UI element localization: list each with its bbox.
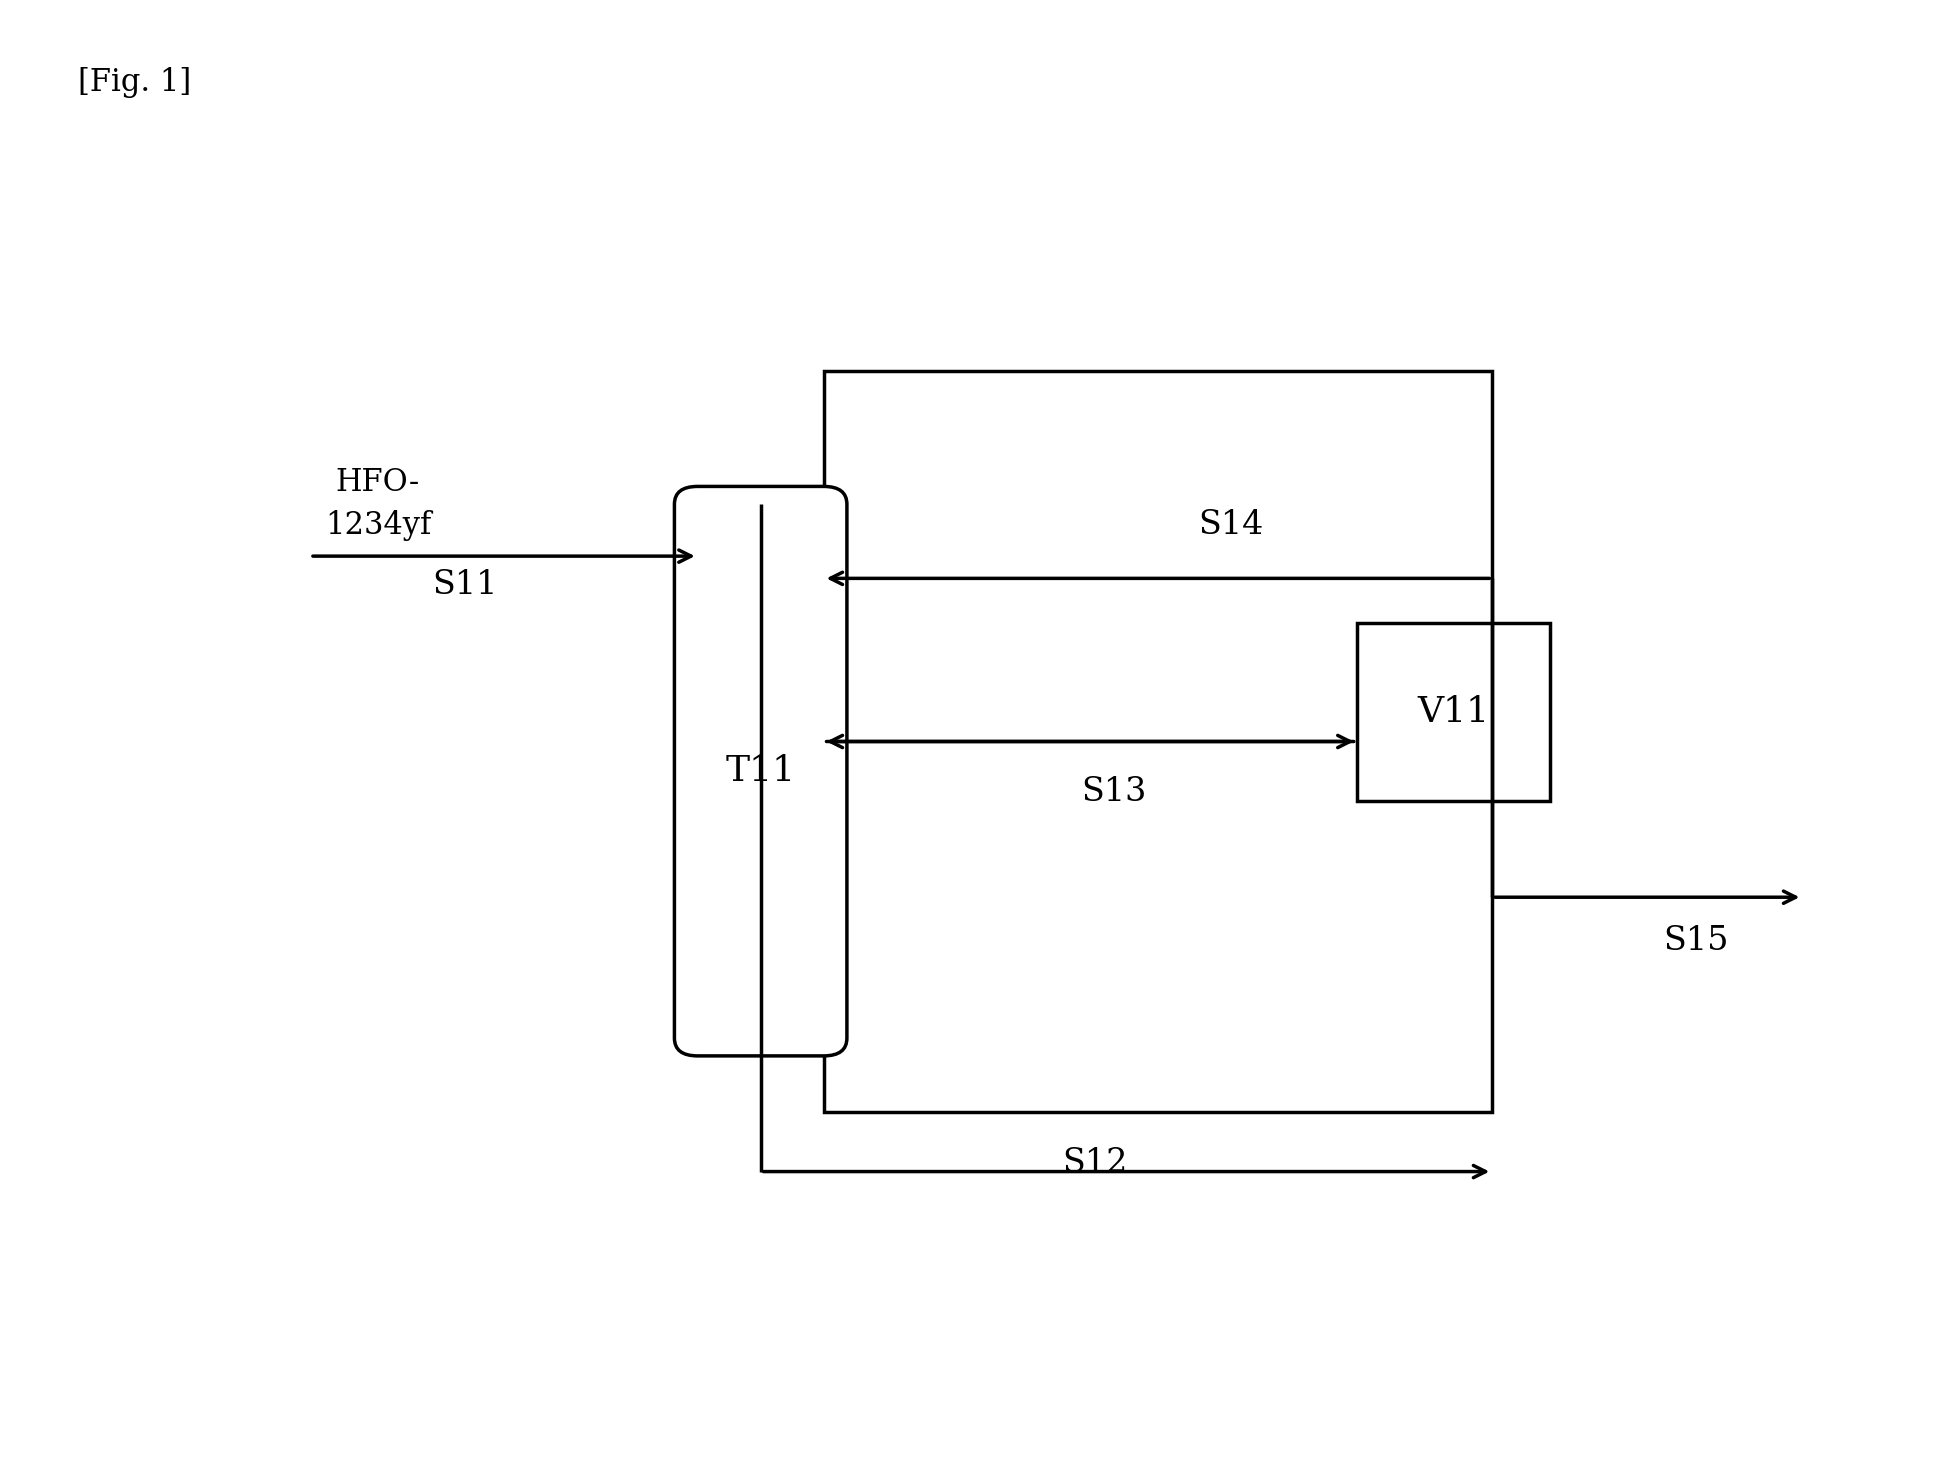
Text: S14: S14 [1198, 509, 1264, 541]
Text: [Fig. 1]: [Fig. 1] [78, 67, 190, 98]
Text: S13: S13 [1081, 776, 1147, 808]
Text: S15: S15 [1663, 924, 1729, 957]
FancyBboxPatch shape [674, 486, 847, 1056]
Text: S11: S11 [432, 568, 498, 601]
Text: S12: S12 [1062, 1146, 1128, 1179]
Bar [1357, 623, 1550, 801]
Bar [824, 371, 1492, 1112]
Text: T11: T11 [725, 755, 797, 787]
Text: V11: V11 [1417, 696, 1490, 728]
Text: HFO-
1234yf: HFO- 1234yf [326, 467, 430, 541]
